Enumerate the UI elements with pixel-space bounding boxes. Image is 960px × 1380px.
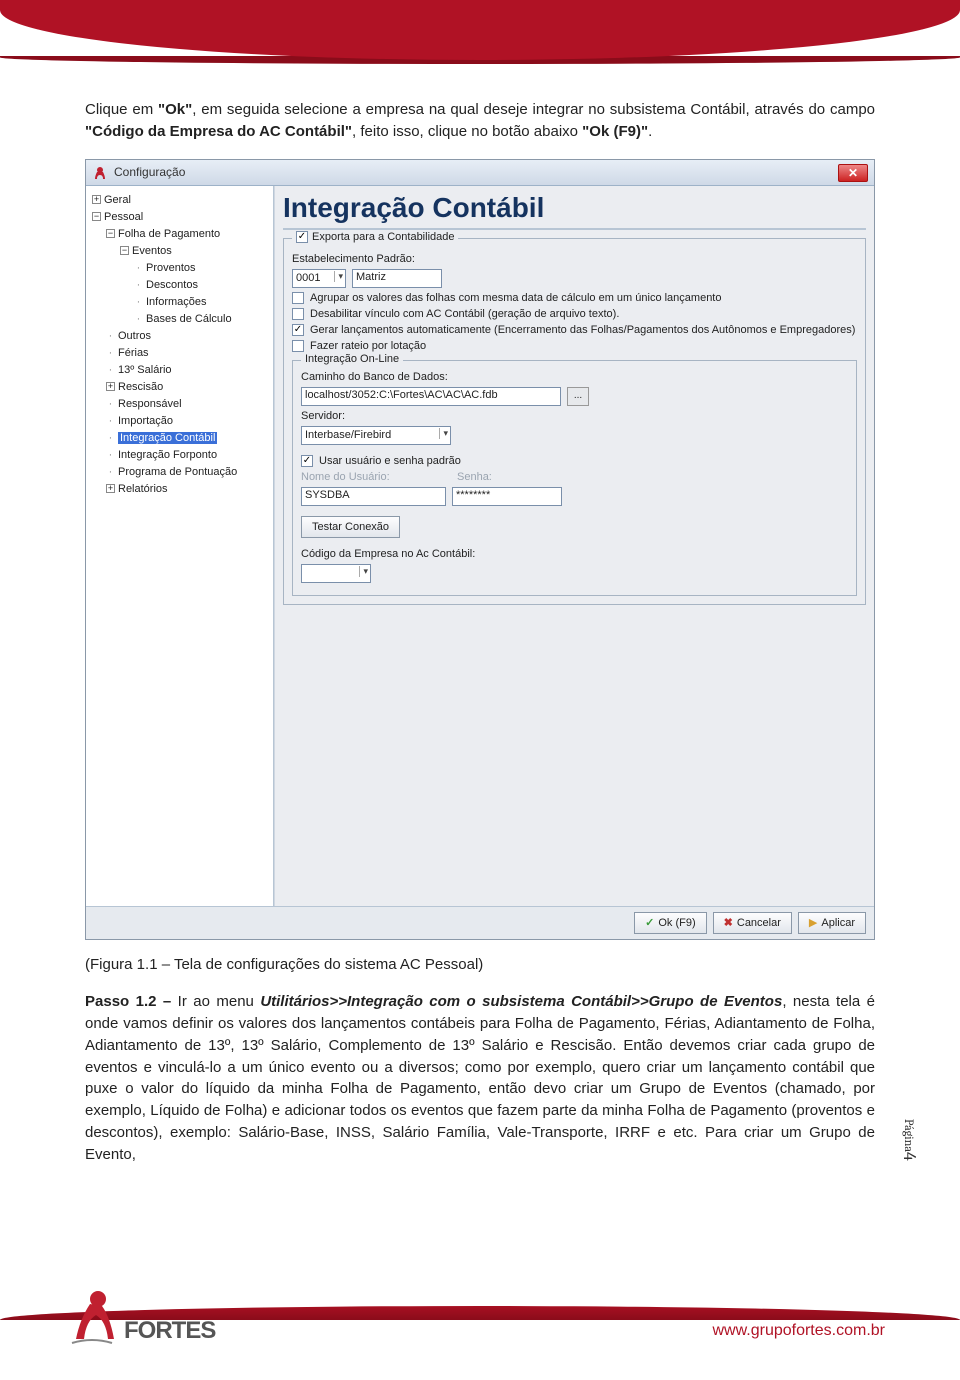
browse-button[interactable]: ... xyxy=(567,387,589,406)
tree-item-folha[interactable]: −Folha de Pagamento −Eventos ·Proventos … xyxy=(106,226,269,328)
config-panel: Integração Contábil ✓ Exporta para a Con… xyxy=(274,186,874,906)
tree-item-rescisao[interactable]: +Rescisão xyxy=(106,379,269,396)
user-label: Nome do Usuário: xyxy=(301,471,390,483)
tree-item-pessoal[interactable]: −Pessoal −Folha de Pagamento −Eventos ·P… xyxy=(92,209,269,499)
tree-item-decimo[interactable]: ·13º Salário xyxy=(106,362,269,379)
server-select[interactable]: Interbase/Firebird xyxy=(301,426,451,445)
intro-bold-okf9: "Ok (F9)" xyxy=(582,123,648,140)
tree-item-eventos[interactable]: −Eventos ·Proventos ·Descontos ·Informaç… xyxy=(120,243,269,328)
pass-field[interactable]: ******** xyxy=(452,487,562,506)
passo-lead: Ir ao menu xyxy=(178,993,261,1010)
lbl-rateio: Fazer rateio por lotação xyxy=(310,340,426,352)
lbl-gerar: Gerar lançamentos automaticamente (Encer… xyxy=(310,324,855,336)
db-label: Caminho do Banco de Dados: xyxy=(301,371,848,383)
export-checkbox[interactable]: ✓ xyxy=(296,231,308,243)
config-window: Configuração ✕ +Geral −Pessoal −Folha de… xyxy=(85,159,875,940)
fortes-logo-icon xyxy=(70,1289,114,1345)
check-icon: ✓ xyxy=(645,916,654,929)
tree-item-outros[interactable]: ·Outros xyxy=(106,328,269,345)
export-legend: ✓ Exporta para a Contabilidade xyxy=(292,231,458,243)
pass-label: Senha: xyxy=(457,471,492,483)
tree-item-informacoes[interactable]: ·Informações xyxy=(134,294,269,311)
app-icon xyxy=(92,164,108,180)
tree-item-programa[interactable]: ·Programa de Pontuação xyxy=(106,464,269,481)
tree-item-geral[interactable]: +Geral xyxy=(92,192,269,209)
footer-logo-text: FORTES xyxy=(124,1317,215,1345)
chk-agrupar[interactable] xyxy=(292,292,304,304)
test-connection-button[interactable]: Testar Conexão xyxy=(301,516,400,538)
srv-label: Servidor: xyxy=(301,410,848,422)
figure-caption: (Figura 1.1 – Tela de configurações do s… xyxy=(85,954,875,976)
footer-logo: FORTES xyxy=(70,1289,215,1345)
lbl-usar-senha: Usar usuário e senha padrão xyxy=(319,455,461,467)
intro-text: , em seguida selecione a empresa na qual… xyxy=(192,101,875,118)
close-button[interactable]: ✕ xyxy=(838,164,868,182)
estab-code-select[interactable]: 0001 xyxy=(292,269,346,288)
codigo-label: Código da Empresa no Ac Contábil: xyxy=(301,548,848,560)
intro-text: . xyxy=(648,123,652,140)
window-title: Configuração xyxy=(114,165,185,179)
dialog-button-bar: ✓Ok (F9) ✖Cancelar ▶Aplicar xyxy=(86,906,874,939)
passo-label: Passo 1.2 – xyxy=(85,993,178,1010)
footer: FORTES www.grupofortes.com.br xyxy=(0,1230,960,1380)
page-number: Página4 xyxy=(899,1119,920,1161)
estab-label: Estabelecimento Padrão: xyxy=(292,253,857,265)
tree-item-integ-contabil[interactable]: ·Integração Contábil xyxy=(106,430,269,447)
x-icon: ✖ xyxy=(724,916,733,929)
chk-desabilitar[interactable] xyxy=(292,308,304,320)
footer-url: www.grupofortes.com.br xyxy=(712,1322,885,1340)
intro-text: , feito isso, clique no botão abaixo xyxy=(352,123,582,140)
tree-item-descontos[interactable]: ·Descontos xyxy=(134,277,269,294)
window-title-bar: Configuração ✕ xyxy=(86,160,874,186)
ok-button[interactable]: ✓Ok (F9) xyxy=(634,912,707,934)
passo-paragraph: Passo 1.2 – Ir ao menu Utilitários>>Inte… xyxy=(85,991,875,1165)
tree-item-responsavel[interactable]: ·Responsável xyxy=(106,396,269,413)
intro-paragraph: Clique em "Ok", em seguida selecione a e… xyxy=(85,99,875,143)
online-legend: Integração On-Line xyxy=(301,353,403,365)
codigo-select[interactable] xyxy=(301,564,371,583)
panel-title: Integração Contábil xyxy=(283,192,866,230)
tree-item-proventos[interactable]: ·Proventos xyxy=(134,260,269,277)
intro-bold-campo: "Código da Empresa do AC Contábil" xyxy=(85,123,352,140)
estab-name-field[interactable]: Matriz xyxy=(352,269,442,288)
window-body: +Geral −Pessoal −Folha de Pagamento −Eve… xyxy=(86,186,874,906)
passo-menu-path: Utilitários>>Integração com o subsistema… xyxy=(260,993,782,1010)
tree-item-bases[interactable]: ·Bases de Cálculo xyxy=(134,311,269,328)
chk-rateio[interactable] xyxy=(292,340,304,352)
export-label: Exporta para a Contabilidade xyxy=(312,231,454,243)
header-banner xyxy=(0,0,960,60)
online-groupbox: Integração On-Line Caminho do Banco de D… xyxy=(292,360,857,596)
tree-item-importacao[interactable]: ·Importação xyxy=(106,413,269,430)
passo-rest: , nesta tela é onde vamos definir os val… xyxy=(85,993,875,1162)
intro-text: Clique em xyxy=(85,101,158,118)
page-content: Clique em "Ok", em seguida selecione a e… xyxy=(0,64,960,1190)
chk-usar-senha[interactable]: ✓ xyxy=(301,455,313,467)
lbl-agrupar: Agrupar os valores das folhas com mesma … xyxy=(310,292,722,304)
nav-tree[interactable]: +Geral −Pessoal −Folha de Pagamento −Eve… xyxy=(86,186,274,906)
export-groupbox: ✓ Exporta para a Contabilidade Estabelec… xyxy=(283,238,866,605)
tree-item-integ-forponto[interactable]: ·Integração Forponto xyxy=(106,447,269,464)
apply-button[interactable]: ▶Aplicar xyxy=(798,912,866,934)
lbl-desabilitar: Desabilitar vínculo com AC Contábil (ger… xyxy=(310,308,619,320)
cancel-button[interactable]: ✖Cancelar xyxy=(713,912,792,934)
user-field[interactable]: SYSDBA xyxy=(301,487,446,506)
intro-bold-ok: "Ok" xyxy=(158,101,192,118)
chk-gerar[interactable]: ✓ xyxy=(292,324,304,336)
play-icon: ▶ xyxy=(809,916,817,929)
tree-item-ferias[interactable]: ·Férias xyxy=(106,345,269,362)
db-path-field[interactable]: localhost/3052:C:\Fortes\AC\AC\AC.fdb xyxy=(301,387,561,406)
tree-item-relatorios[interactable]: +Relatórios xyxy=(106,481,269,498)
